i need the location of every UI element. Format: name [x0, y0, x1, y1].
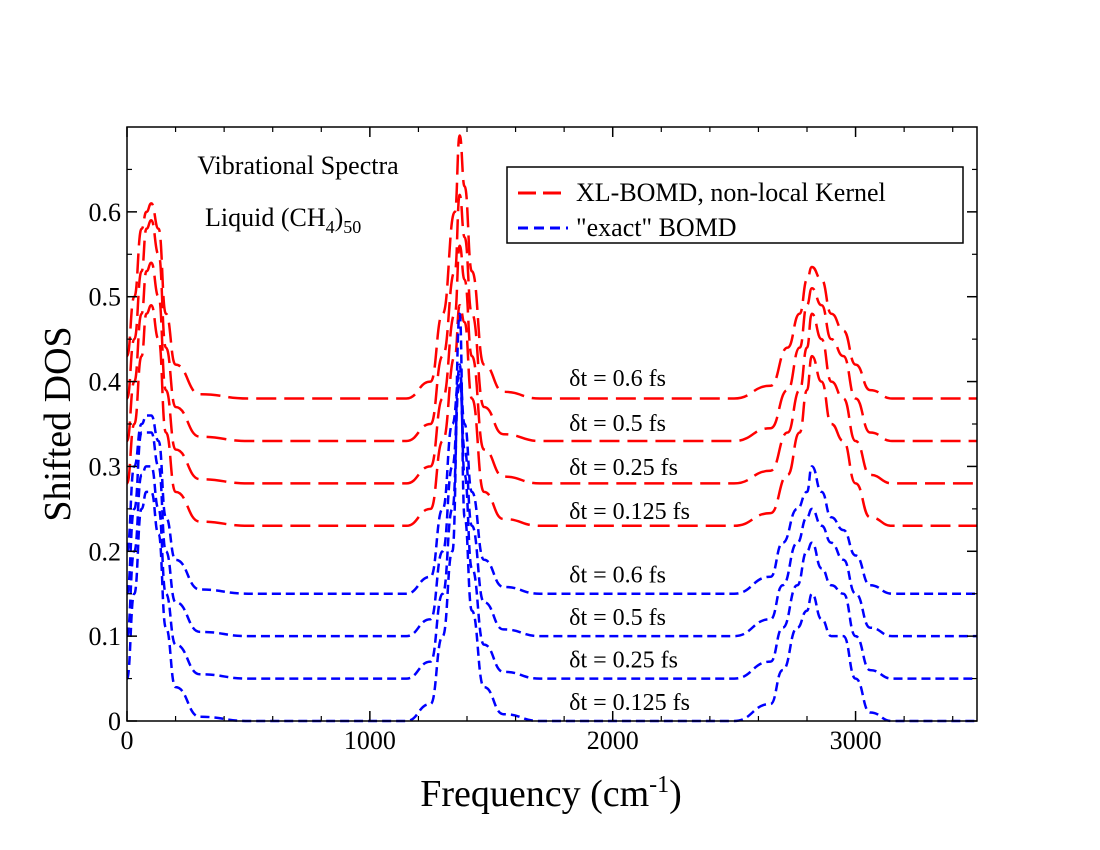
series-line-4 — [125, 312, 977, 723]
timestep-annotation-0: δt = 0.6 fs — [569, 366, 666, 392]
labels-layer: 0 1000 2000 3000 0 0.1 0.2 0.3 0.4 0.5 0.6 δt = 0.6… — [89, 198, 882, 755]
legend-label-bomd: "exact" BOMD — [576, 213, 737, 242]
x-axis-label: Frequency (cm-1) — [420, 772, 682, 815]
x-axis-label-close: ) — [669, 773, 682, 815]
y-tick-label-6: 0.6 — [89, 198, 122, 227]
timestep-annotation-7: δt = 0.125 fs — [569, 690, 690, 716]
legend-box — [506, 166, 964, 244]
title-formula-part: Liquid (CH — [205, 203, 326, 232]
plot-frame — [126, 126, 978, 722]
chart-title-line1: Vibrational Spectra — [197, 151, 399, 180]
y-tick-label-3: 0.3 — [89, 452, 122, 481]
y-tick-label-0: 0 — [108, 707, 121, 736]
y-tick-label-5: 0.5 — [89, 283, 122, 312]
y-tick-label-2: 0.2 — [89, 537, 122, 566]
chart-title-line2: Liquid (CH4)50 — [205, 203, 361, 237]
x-tick-label-1: 1000 — [344, 726, 396, 755]
x-tick-label-0: 0 — [121, 726, 134, 755]
series-line-3 — [125, 134, 977, 400]
series-line-0 — [125, 303, 977, 528]
title-subscript-50: 50 — [343, 217, 361, 237]
title-formula-close: ) — [335, 203, 344, 232]
y-tick-label-4: 0.4 — [89, 368, 122, 397]
timestep-annotation-1: δt = 0.5 fs — [569, 411, 666, 437]
y-tick-label-1: 0.1 — [89, 622, 122, 651]
x-tick-label-2: 2000 — [587, 726, 639, 755]
ticks-layer — [126, 127, 977, 722]
timestep-annotation-3: δt = 0.125 fs — [569, 499, 690, 525]
series-line-2 — [125, 193, 977, 443]
y-axis-label: Shifted DOS — [37, 326, 79, 521]
x-axis-label-text: Frequency (cm — [420, 773, 649, 815]
x-axis-label-superscript: -1 — [649, 772, 669, 798]
series-layer — [125, 134, 977, 723]
series-line-1 — [125, 244, 977, 485]
timestep-annotation-6: δt = 0.25 fs — [569, 648, 678, 674]
series-line-7 — [125, 371, 977, 595]
x-tick-label-3: 3000 — [830, 726, 882, 755]
timestep-annotation-5: δt = 0.5 fs — [569, 605, 666, 631]
title-subscript-4: 4 — [326, 217, 335, 237]
timestep-annotation-4: δt = 0.6 fs — [569, 563, 666, 589]
series-line-6 — [125, 380, 977, 638]
legend-label-xlbomd: XL-BOMD, non-local Kernel — [576, 178, 886, 207]
timestep-annotation-2: δt = 0.25 fs — [569, 455, 678, 481]
series-line-5 — [125, 363, 977, 680]
legend: XL-BOMD, non-local Kernel "exact" BOMD — [506, 166, 964, 244]
